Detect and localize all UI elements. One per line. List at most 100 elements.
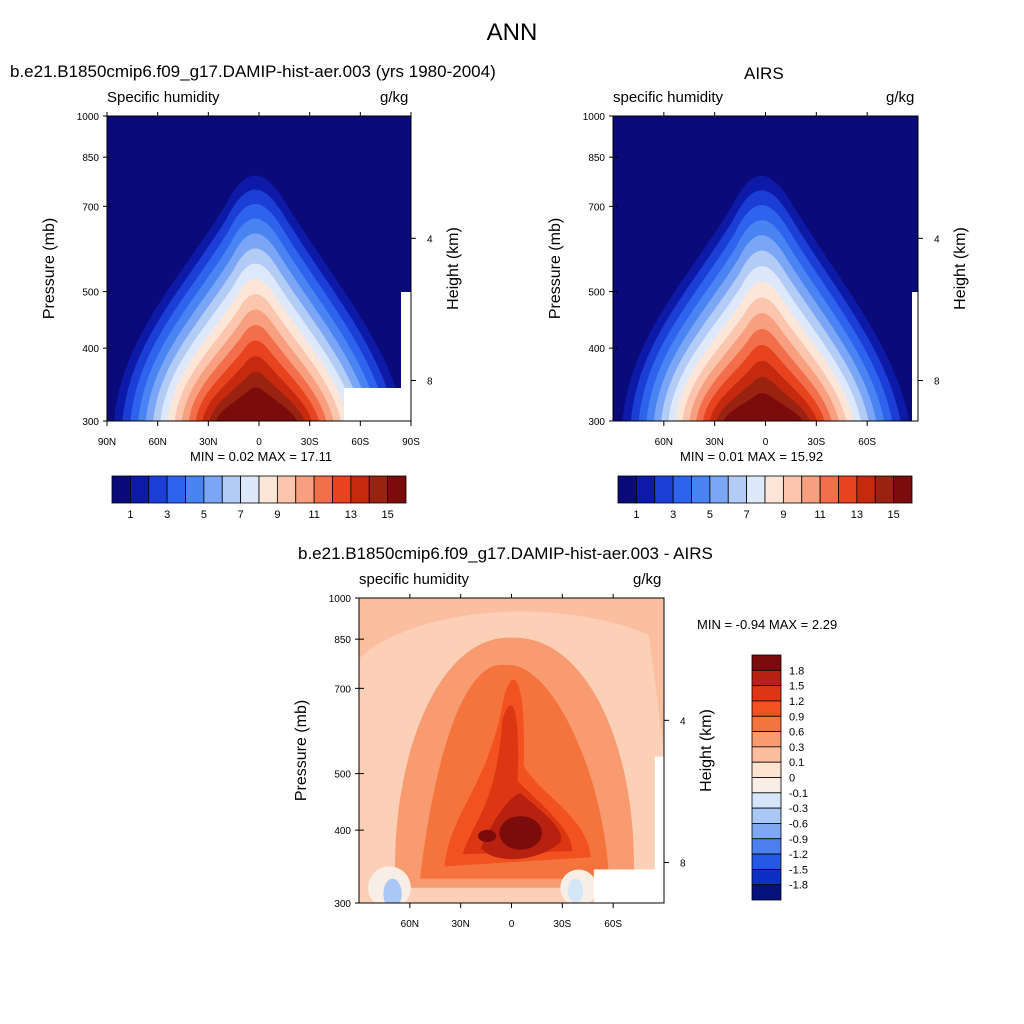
contour-band	[383, 878, 402, 903]
contour-band	[723, 393, 803, 421]
colorbar-swatch	[751, 700, 782, 717]
panel3-title: b.e21.B1850cmip6.f09_g17.DAMIP-hist-aer.…	[298, 544, 713, 563]
colorbar-swatch	[751, 807, 782, 824]
colorbar-swatch	[751, 746, 782, 763]
panel3-colorbar: 1.8 1.5 1.2 0.9 0.6 0.3 0.1 0 -0.1 -0.3 -0.6 -0.9 -1…	[751, 654, 808, 901]
panel1-contour-field	[107, 116, 411, 421]
colorbar-swatch	[203, 475, 223, 504]
x-tick-label: 90N	[98, 437, 116, 448]
y-tick-label: 500	[588, 288, 605, 299]
panel2-variable-label: specific humidity	[613, 89, 724, 106]
y-tick-label: 1000	[77, 112, 100, 123]
colorbar-swatch	[874, 475, 895, 504]
y-axis-title: Pressure (mb)	[547, 218, 564, 319]
colorbar-swatch	[672, 475, 692, 504]
x-tick-label: 60N	[401, 919, 419, 930]
colorbar-label: 15	[888, 509, 900, 521]
y-tick-label: 850	[82, 153, 99, 164]
colorbar-swatch	[313, 475, 333, 504]
colorbar-swatch	[751, 669, 782, 687]
x-tick-label: 30N	[199, 437, 217, 448]
y-right-tick-label: 8	[680, 859, 686, 870]
panel1-title: b.e21.B1850cmip6.f09_g17.DAMIP-hist-aer.…	[10, 62, 496, 81]
y-tick-label: 850	[334, 635, 351, 646]
contour-band	[499, 816, 542, 850]
y-tick-label: 300	[334, 899, 351, 910]
panel1-colorbar: 1 3 5 7 9 11 13 15	[111, 475, 407, 521]
colorbar-label: 11	[308, 509, 319, 521]
panel1-variable-label: Specific humidity	[107, 89, 220, 106]
colorbar-label: -0.3	[789, 803, 808, 815]
colorbar-swatch	[893, 475, 913, 504]
panel1-axes: 300 400 500 700 850 1000 8 4 90N 60N 30N 0 30S 60S 90S…	[41, 112, 462, 448]
colorbar-swatch	[166, 475, 186, 504]
y-tick-label: 700	[588, 202, 605, 213]
panel2-axes: 300 400 500 700 850 1000 8 4 60N 30N 0 30S 60S Pressu…	[547, 112, 969, 448]
colorbar-label: 0.6	[789, 727, 804, 739]
panel2-contour-field	[613, 116, 918, 421]
colorbar-swatch	[751, 884, 782, 901]
missing-data-mask	[912, 292, 918, 421]
x-tick-label: 60S	[604, 919, 622, 930]
colorbar-label: 9	[780, 509, 786, 521]
panel1-minmax: MIN = 0.02 MAX = 17.11	[190, 449, 333, 464]
colorbar-label: -0.9	[789, 834, 808, 846]
panel1-units-label: g/kg	[380, 89, 409, 106]
y-tick-label: 300	[588, 417, 605, 428]
colorbar-swatch	[782, 475, 803, 504]
colorbar-label: 13	[851, 509, 863, 521]
colorbar-swatch	[746, 475, 766, 504]
colorbar-swatch	[819, 475, 839, 504]
x-tick-label: 30S	[301, 437, 319, 448]
colorbar-label: 1.8	[789, 665, 804, 677]
colorbar-swatch	[368, 475, 389, 504]
missing-data-mask	[401, 292, 411, 388]
panel2-units-label: g/kg	[886, 89, 915, 106]
y-right-axis-title: Height (km)	[445, 227, 462, 310]
colorbar-swatch	[751, 685, 782, 702]
colorbar-label: 1.2	[789, 696, 804, 708]
panel3-variable-label: specific humidity	[359, 571, 470, 588]
colorbar-swatch	[751, 868, 782, 886]
x-tick-label: 30N	[451, 919, 469, 930]
colorbar-label: 5	[201, 509, 207, 521]
colorbar-swatch	[727, 475, 748, 504]
colorbar-label: -1.5	[789, 864, 808, 876]
colorbar-swatch	[635, 475, 656, 504]
colorbar-label: 7	[238, 509, 244, 521]
colorbar-swatch	[221, 475, 242, 504]
colorbar-swatch	[276, 475, 297, 504]
colorbar-swatch	[751, 777, 782, 794]
colorbar-swatch	[751, 853, 782, 870]
colorbar-swatch	[751, 731, 782, 748]
colorbar-label: -0.6	[789, 818, 808, 830]
colorbar-swatch	[617, 475, 637, 504]
x-tick-label: 60N	[655, 437, 673, 448]
colorbar-label: -1.2	[789, 849, 808, 861]
y-tick-label: 400	[82, 344, 99, 355]
x-tick-label: 60S	[351, 437, 369, 448]
colorbar-swatch	[258, 475, 278, 504]
page-title: ANN	[486, 19, 538, 46]
panel3-axes: 300 400 500 700 850 1000 8 4 60N 30N 0 30S 60S Pressu…	[293, 594, 715, 930]
colorbar-swatch	[111, 475, 131, 504]
colorbar-label: 0	[789, 773, 795, 785]
y-tick-label: 400	[334, 826, 351, 837]
x-tick-label: 0	[763, 437, 769, 448]
colorbar-swatch	[764, 475, 784, 504]
colorbar-label: 1	[633, 509, 639, 521]
colorbar-label: 13	[345, 509, 357, 521]
panel2-title: AIRS	[744, 64, 784, 83]
colorbar-swatch	[129, 475, 150, 504]
colorbar-label: 1.5	[789, 681, 804, 693]
y-tick-label: 500	[334, 770, 351, 781]
colorbar-label: 0.1	[789, 757, 804, 769]
colorbar-swatch	[709, 475, 729, 504]
x-tick-label: 30S	[553, 919, 571, 930]
panel3-units-label: g/kg	[633, 571, 662, 588]
colorbar-swatch	[185, 475, 205, 504]
colorbar-swatch	[856, 475, 876, 504]
colorbar-swatch	[691, 475, 711, 504]
colorbar-swatch	[654, 475, 674, 504]
colorbar-swatch	[751, 792, 782, 809]
